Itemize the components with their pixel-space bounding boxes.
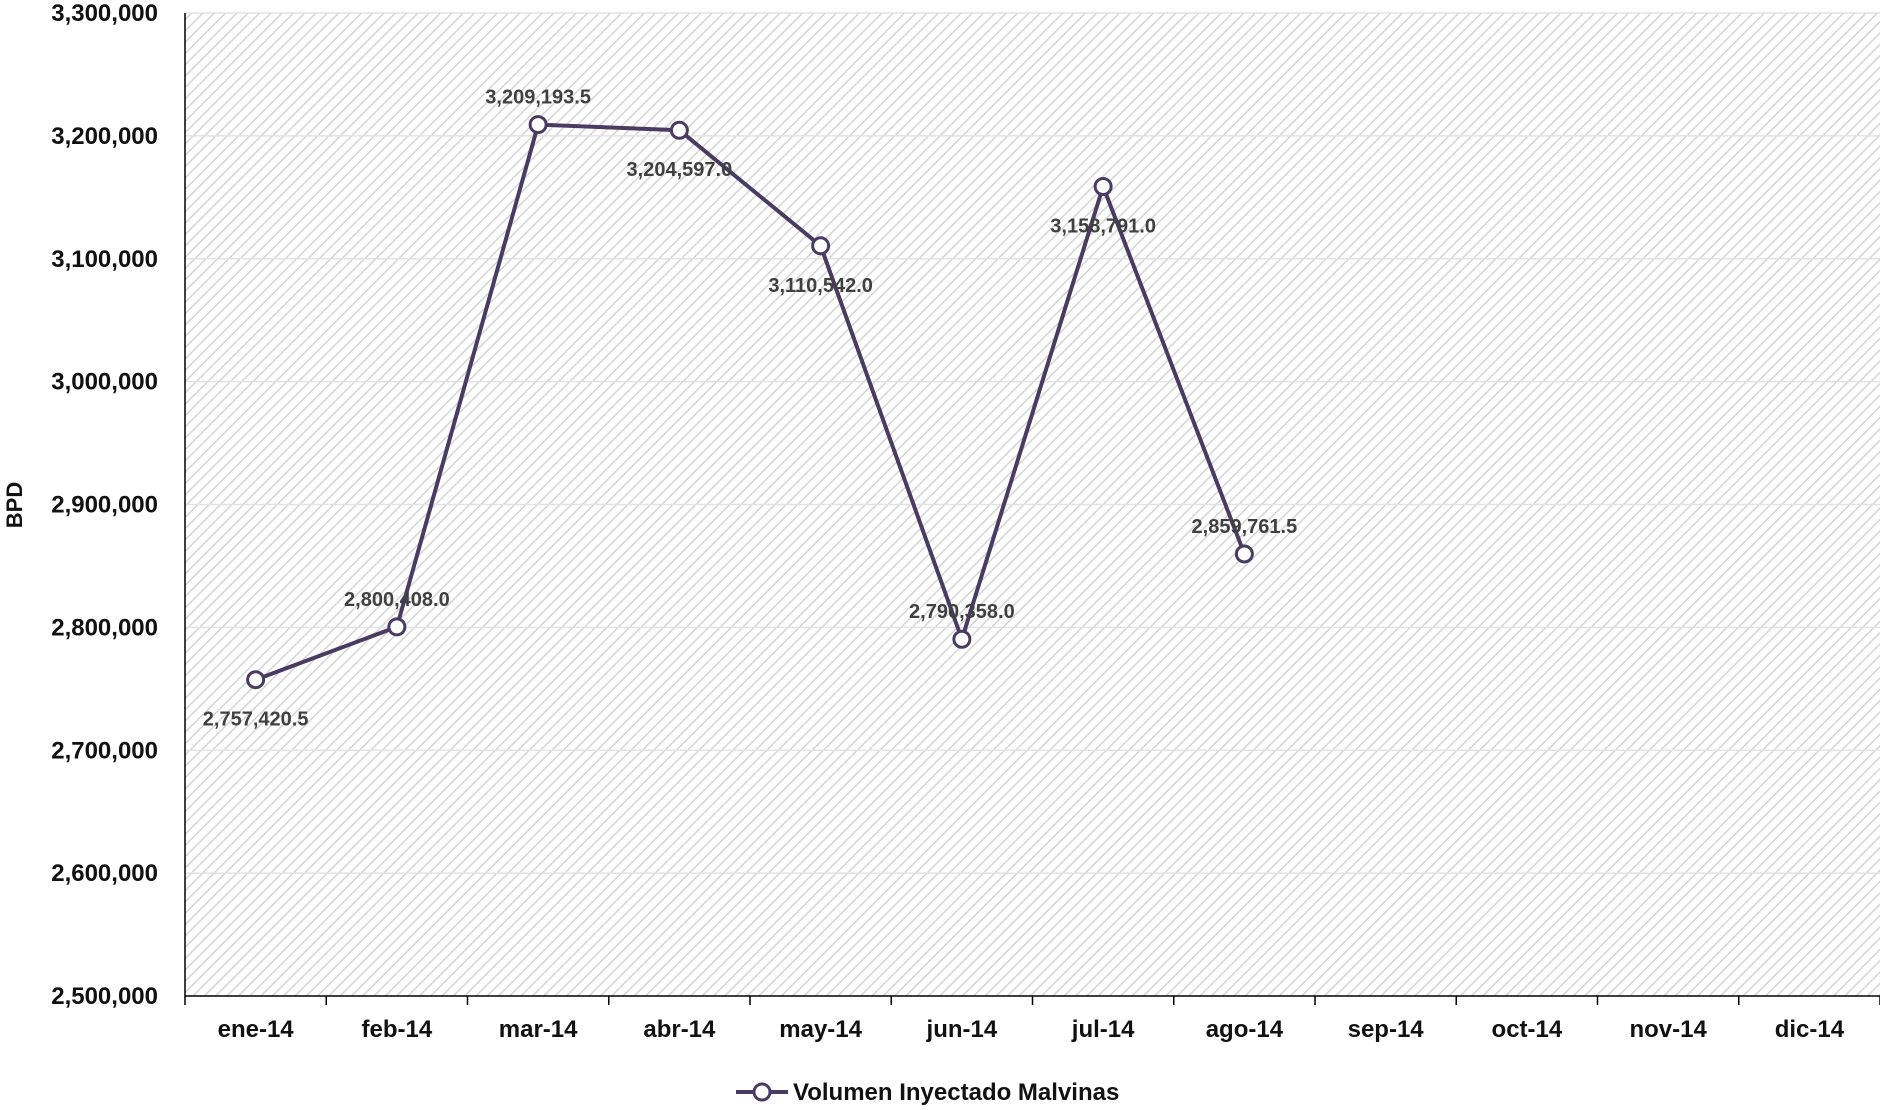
data-label: 3,209,193.5: [485, 87, 591, 109]
data-point: [528, 115, 548, 135]
x-tick-label: oct-14: [1492, 1016, 1563, 1043]
series: 2,757,420.5 2,800,408.0 3,209,193.5 3,204,5…: [203, 87, 1297, 731]
y-tick-label: 2,500,000: [51, 983, 158, 1010]
x-tick-label: may-14: [779, 1016, 862, 1043]
y-tick-label: 3,000,000: [51, 369, 158, 396]
y-tick-label: 2,600,000: [51, 860, 158, 887]
x-tick-label: abr-14: [643, 1016, 716, 1043]
data-label: 3,204,597.0: [627, 159, 733, 181]
y-tick-label: 3,100,000: [51, 246, 158, 273]
x-tick-label: mar-14: [499, 1016, 578, 1043]
x-tick-label: dic-14: [1775, 1016, 1845, 1043]
data-label: 2,800,408.0: [344, 589, 450, 611]
data-label: 3,158,791.0: [1050, 216, 1156, 238]
y-tick-label: 2,900,000: [51, 492, 158, 519]
y-tick-label: 3,200,000: [51, 123, 158, 150]
data-label: 2,757,420.5: [203, 709, 309, 731]
x-tick-label: nov-14: [1629, 1016, 1707, 1043]
data-point: [811, 236, 831, 256]
x-tick-label: jun-14: [926, 1016, 998, 1043]
legend: Volumen Inyectado Malvinas: [736, 1079, 1119, 1106]
data-point: [246, 670, 266, 690]
data-label: 2,790,358.0: [909, 601, 1015, 623]
axes: 2,500,000 2,600,000 2,700,000 2,800,000 2,90…: [51, 0, 1880, 1043]
y-tick-label: 2,700,000: [51, 737, 158, 764]
x-tick-label: ene-14: [218, 1016, 295, 1043]
x-tick-label: jul-14: [1071, 1016, 1135, 1043]
gridlines: [185, 12, 1880, 874]
y-tick-label: 2,800,000: [51, 614, 158, 641]
data-point: [387, 617, 407, 637]
data-point: [669, 120, 689, 140]
data-point: [1234, 544, 1254, 564]
x-tick-label: feb-14: [362, 1016, 433, 1043]
data-label: 3,110,542.0: [768, 275, 873, 297]
y-axis-label: BPD: [2, 482, 27, 528]
y-tick-label: 3,300,000: [51, 0, 158, 27]
x-tick-label: ago-14: [1206, 1016, 1284, 1043]
data-label: 2,859,761.5: [1192, 516, 1298, 538]
x-tick-label: sep-14: [1348, 1016, 1425, 1043]
data-point: [952, 629, 972, 649]
series-line: [254, 122, 1247, 682]
legend-marker-swatch: [752, 1082, 772, 1102]
legend-series-label: Volumen Inyectado Malvinas: [793, 1079, 1119, 1105]
data-point: [1093, 177, 1113, 197]
